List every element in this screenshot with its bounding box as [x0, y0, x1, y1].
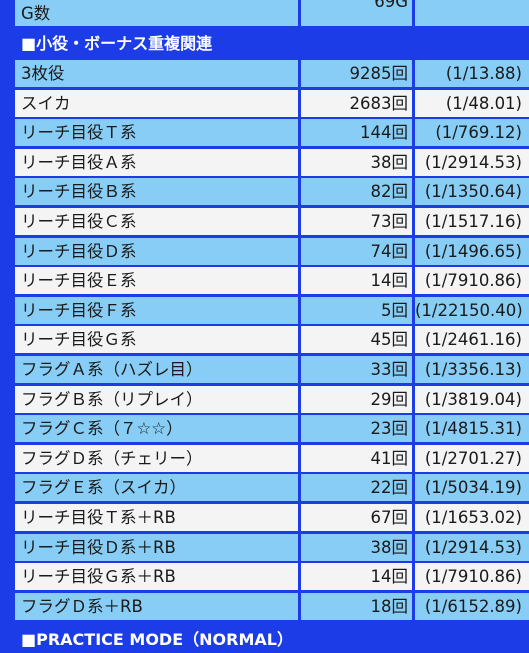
table-row: フラグＣ系（７☆☆） 23回 (1/4815.31): [15, 415, 529, 443]
role-name-cell: フラグＣ系（７☆☆）: [15, 415, 298, 443]
role-name-cell: リーチ目役Ｔ系: [15, 119, 298, 147]
probability-cell: (1/6152.89): [415, 592, 529, 620]
game-count-value: 69G: [301, 0, 412, 26]
role-name-cell: リーチ目役Ｅ系: [15, 267, 298, 295]
table-row: リーチ目役Ｇ系＋RB 14回 (1/7910.86): [15, 563, 529, 591]
section-header-small-roles: ■小役・ボーナス重複関連: [15, 30, 529, 57]
role-name-cell: リーチ目役Ａ系: [15, 148, 298, 176]
count-cell: 38回: [301, 148, 412, 176]
probability-cell: (1/1653.02): [415, 504, 529, 531]
table-row: リーチ目役Ｔ系＋RB 67回 (1/1653.02): [15, 504, 529, 531]
role-name-cell: リーチ目役Ｃ系: [15, 208, 298, 235]
count-cell: 5回: [301, 296, 412, 324]
probability-cell: (1/769.12): [415, 119, 529, 147]
section-header-practice-mode: ■PRACTICE MODE（NORMAL）: [15, 626, 529, 653]
count-cell: 45回: [301, 326, 412, 354]
probability-cell: (1/4815.31): [415, 415, 529, 443]
table-row: スイカ 2683回 (1/48.01): [15, 89, 529, 117]
probability-cell: (1/2914.53): [415, 148, 529, 176]
count-cell: 38回: [301, 533, 412, 561]
role-name-cell: 3枚役: [15, 60, 298, 87]
count-cell: 74回: [301, 237, 412, 265]
probability-cell: (1/3356.13): [415, 356, 529, 383]
probability-cell: (1/2701.27): [415, 444, 529, 472]
role-name-cell: リーチ目役Ｇ系: [15, 326, 298, 354]
game-count-rate: [415, 0, 529, 26]
count-cell: 33回: [301, 356, 412, 383]
probability-cell: (1/5034.19): [415, 474, 529, 502]
table-row: リーチ目役Ｃ系 73回 (1/1517.16): [15, 208, 529, 235]
count-cell: 144回: [301, 119, 412, 147]
role-name-cell: リーチ目役Ｄ系＋RB: [15, 533, 298, 561]
probability-cell: (1/13.88): [415, 60, 529, 87]
table-row: リーチ目役Ｇ系 45回 (1/2461.16): [15, 326, 529, 354]
table-row: フラグＥ系（スイカ） 22回 (1/5034.19): [15, 474, 529, 502]
probability-cell: (1/48.01): [415, 89, 529, 117]
role-name-cell: フラグＥ系（スイカ）: [15, 474, 298, 502]
table-row: リーチ目役Ｂ系 82回 (1/1350.64): [15, 178, 529, 206]
count-cell: 2683回: [301, 89, 412, 117]
table-row: リーチ目役Ａ系 38回 (1/2914.53): [15, 148, 529, 176]
role-name-cell: スイカ: [15, 89, 298, 117]
game-count-row: G数 69G: [15, 0, 529, 26]
count-cell: 14回: [301, 267, 412, 295]
role-name-cell: フラグＡ系（ハズレ目）: [15, 356, 298, 383]
game-count-label: G数: [15, 0, 298, 26]
role-name-cell: リーチ目役Ｇ系＋RB: [15, 563, 298, 591]
probability-cell: (1/22150.40): [415, 296, 529, 324]
role-name-cell: フラグＤ系＋RB: [15, 592, 298, 620]
count-cell: 29回: [301, 385, 412, 413]
role-name-cell: リーチ目役Ｔ系＋RB: [15, 504, 298, 531]
count-cell: 14回: [301, 563, 412, 591]
probability-cell: (1/7910.86): [415, 267, 529, 295]
probability-cell: (1/1517.16): [415, 208, 529, 235]
role-name-cell: フラグＢ系（リプレイ）: [15, 385, 298, 413]
table-row: リーチ目役Ｄ系＋RB 38回 (1/2914.53): [15, 533, 529, 561]
probability-cell: (1/2914.53): [415, 533, 529, 561]
count-cell: 82回: [301, 178, 412, 206]
count-cell: 22回: [301, 474, 412, 502]
probability-cell: (1/3819.04): [415, 385, 529, 413]
role-name-cell: リーチ目役Ｂ系: [15, 178, 298, 206]
probability-cell: (1/7910.86): [415, 563, 529, 591]
probability-cell: (1/1350.64): [415, 178, 529, 206]
table-row: 3枚役 9285回 (1/13.88): [15, 60, 529, 87]
table-row: フラグＡ系（ハズレ目） 33回 (1/3356.13): [15, 356, 529, 383]
count-cell: 18回: [301, 592, 412, 620]
table-row: リーチ目役Ｆ系 5回 (1/22150.40): [15, 296, 529, 324]
count-cell: 41回: [301, 444, 412, 472]
probability-cell: (1/1496.65): [415, 237, 529, 265]
table-row: リーチ目役Ｄ系 74回 (1/1496.65): [15, 237, 529, 265]
count-cell: 73回: [301, 208, 412, 235]
probability-cell: (1/2461.16): [415, 326, 529, 354]
count-cell: 67回: [301, 504, 412, 531]
role-name-cell: リーチ目役Ｆ系: [15, 296, 298, 324]
table-row: リーチ目役Ｔ系 144回 (1/769.12): [15, 119, 529, 147]
table-row: フラグＤ系＋RB 18回 (1/6152.89): [15, 592, 529, 620]
count-cell: 9285回: [301, 60, 412, 87]
table-row: フラグＢ系（リプレイ） 29回 (1/3819.04): [15, 385, 529, 413]
table-row: フラグＤ系（チェリー） 41回 (1/2701.27): [15, 444, 529, 472]
count-cell: 23回: [301, 415, 412, 443]
role-name-cell: リーチ目役Ｄ系: [15, 237, 298, 265]
stats-sheet: G数 69G ■小役・ボーナス重複関連 3枚役 9285回 (1/13.88) スイカ…: [15, 0, 529, 649]
role-name-cell: フラグＤ系（チェリー）: [15, 444, 298, 472]
table-row: リーチ目役Ｅ系 14回 (1/7910.86): [15, 267, 529, 295]
